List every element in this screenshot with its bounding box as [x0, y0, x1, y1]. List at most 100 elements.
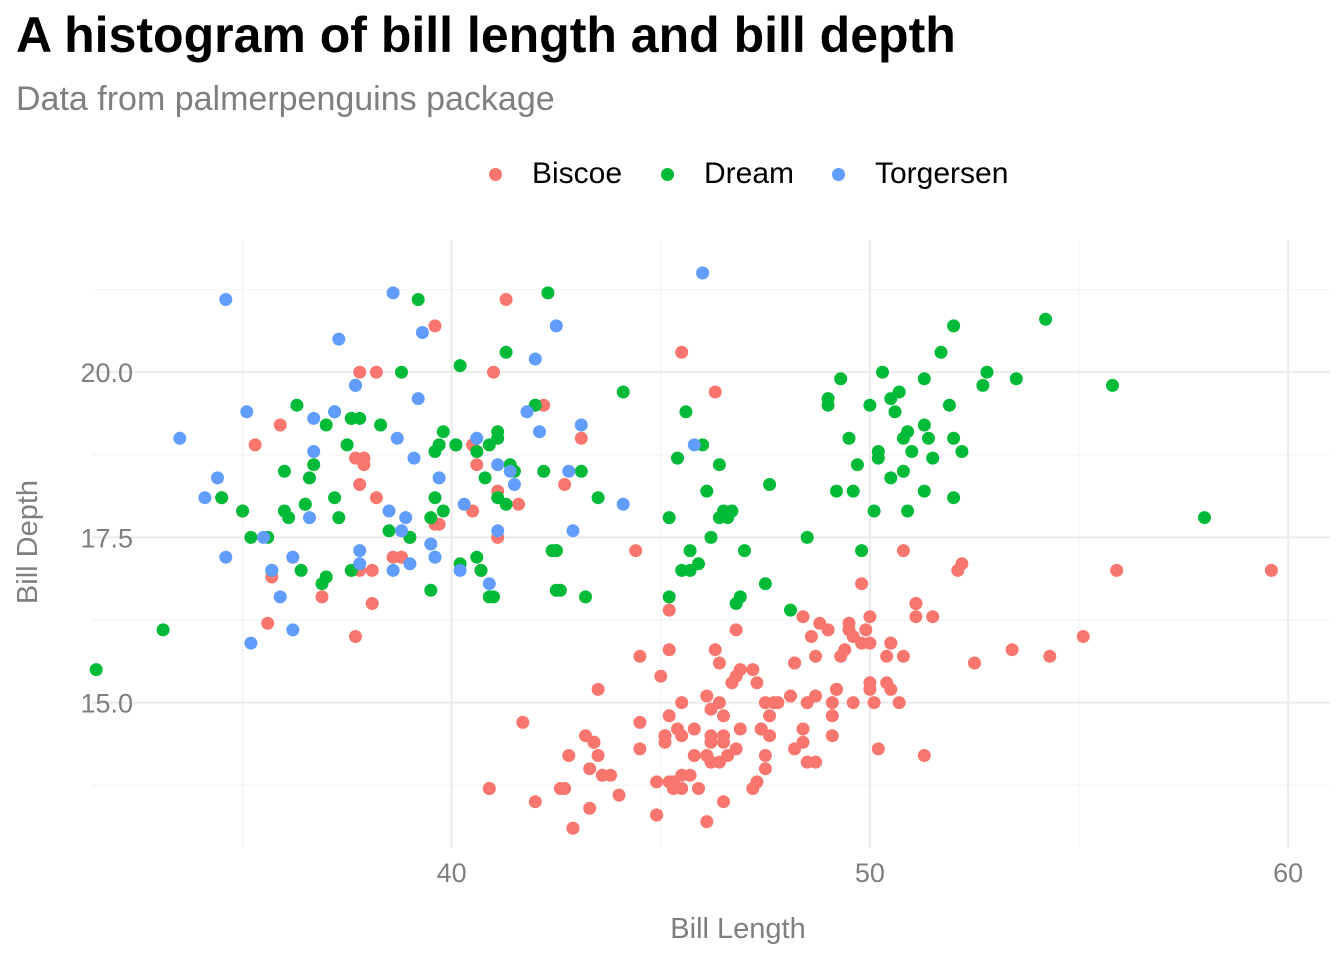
point-dream: [541, 286, 555, 300]
point-biscoe: [880, 649, 894, 663]
point-biscoe: [796, 735, 810, 749]
point-dream: [411, 293, 425, 306]
point-dream: [758, 577, 772, 591]
point-dream: [917, 484, 931, 498]
legend-key-torgersen: [832, 167, 845, 181]
point-dream: [290, 398, 304, 412]
point-dream: [700, 484, 714, 498]
legend-label-biscoe: Biscoe: [532, 157, 623, 190]
point-dream: [277, 464, 291, 478]
point-dream: [926, 451, 940, 465]
data-points: [89, 266, 1278, 835]
point-biscoe: [558, 478, 572, 491]
legend-item-dream: Dream: [661, 152, 794, 196]
point-torgersen: [219, 293, 233, 306]
point-biscoe: [1005, 643, 1019, 657]
point-biscoe: [825, 729, 839, 743]
point-dream: [884, 471, 898, 485]
point-dream: [499, 345, 513, 359]
point-dream: [549, 544, 563, 558]
point-dream: [470, 445, 484, 458]
point-dream: [976, 378, 990, 392]
point-biscoe: [591, 682, 605, 696]
point-biscoe: [884, 636, 898, 650]
point-dream: [662, 511, 676, 525]
point-biscoe: [746, 782, 760, 795]
point-biscoe: [712, 696, 726, 710]
x-axis-title: Bill Length: [670, 913, 805, 945]
point-dream: [738, 544, 751, 558]
point-torgersen: [566, 524, 580, 538]
point-biscoe: [662, 775, 676, 789]
point-torgersen: [424, 537, 438, 551]
point-biscoe: [687, 722, 701, 736]
point-biscoe: [633, 715, 647, 729]
point-biscoe: [700, 815, 714, 829]
point-biscoe: [353, 365, 367, 379]
point-biscoe: [566, 821, 580, 835]
point-biscoe: [708, 385, 722, 399]
point-biscoe: [863, 610, 877, 624]
point-biscoe: [712, 656, 726, 670]
point-biscoe: [470, 458, 484, 472]
point-dream: [294, 563, 308, 577]
point-dream: [662, 590, 676, 604]
point-torgersen: [353, 544, 367, 558]
point-biscoe: [733, 663, 747, 677]
point-biscoe: [353, 478, 367, 491]
point-dream: [436, 504, 450, 518]
point-torgersen: [173, 431, 187, 445]
point-dream: [236, 504, 250, 518]
point-dream: [549, 583, 563, 597]
point-biscoe: [1264, 563, 1278, 577]
point-biscoe: [968, 656, 981, 670]
point-biscoe: [700, 749, 714, 762]
point-torgersen: [457, 497, 471, 511]
point-dream: [591, 491, 605, 505]
point-biscoe: [809, 649, 823, 663]
legend-item-torgersen: Torgersen: [832, 152, 1008, 196]
legend-label-dream: Dream: [704, 157, 795, 190]
point-dream: [474, 563, 488, 577]
point-biscoe: [658, 735, 672, 749]
point-dream: [834, 372, 848, 386]
point-dream: [896, 431, 910, 445]
point-dream: [470, 550, 484, 564]
point-biscoe: [813, 616, 827, 630]
point-biscoe: [662, 709, 676, 723]
point-biscoe: [750, 676, 764, 690]
point-biscoe: [487, 365, 500, 379]
point-biscoe: [884, 682, 898, 696]
point-biscoe: [516, 715, 530, 729]
point-dream: [901, 504, 915, 518]
point-torgersen: [687, 438, 701, 452]
point-dream: [395, 365, 408, 379]
point-biscoe: [261, 616, 275, 630]
point-dream: [763, 478, 777, 491]
point-biscoe: [825, 696, 839, 710]
point-biscoe: [796, 610, 810, 624]
point-biscoe: [675, 345, 689, 359]
point-biscoe: [892, 696, 906, 710]
point-dream: [374, 418, 388, 432]
point-torgersen: [286, 623, 300, 637]
point-biscoe: [369, 491, 383, 505]
point-dream: [871, 451, 885, 465]
point-torgersen: [491, 524, 505, 538]
point-dream: [579, 590, 592, 604]
y-tick-label: 20.0: [80, 358, 133, 388]
point-biscoe: [629, 544, 643, 558]
point-dream: [725, 504, 739, 518]
point-biscoe: [788, 656, 802, 670]
point-dream: [424, 583, 438, 597]
point-dream: [980, 365, 994, 379]
point-torgersen: [303, 511, 316, 525]
point-dream: [478, 471, 492, 485]
point-biscoe: [482, 782, 496, 795]
point-torgersen: [211, 471, 224, 485]
point-dream: [712, 458, 726, 472]
x-tick-label: 50: [855, 858, 885, 888]
point-torgersen: [265, 563, 279, 577]
point-torgersen: [407, 451, 421, 465]
